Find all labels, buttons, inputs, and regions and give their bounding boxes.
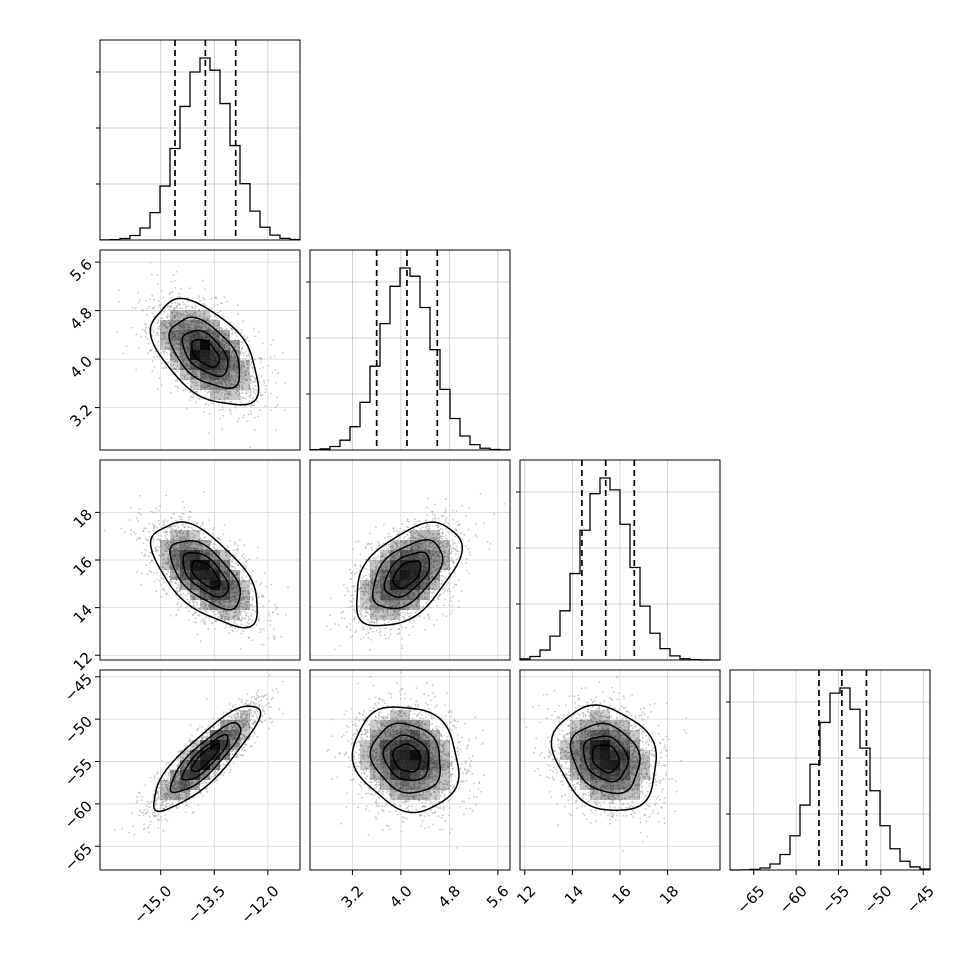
scatter-panel-3-2 (309, 459, 511, 661)
x-tick-label: −15.0 (130, 882, 175, 927)
y-tick-label: 4.8 (66, 304, 96, 334)
contour-level-1 (149, 297, 260, 406)
contour-lines (149, 297, 260, 406)
x-tick-label: 14 (561, 882, 587, 908)
contour-level-4 (191, 559, 221, 589)
contour-lines (149, 521, 258, 629)
contour-level-3 (383, 551, 431, 598)
y-tick-label: 5.6 (66, 255, 96, 285)
contour-level-3 (181, 329, 229, 378)
contour-level-2 (169, 540, 242, 611)
y-tick-label: 4.0 (66, 352, 96, 382)
histogram-1 (99, 57, 301, 241)
scatter-panel-3-1 (99, 459, 301, 661)
x-tick-label: 18 (656, 882, 682, 908)
histogram-2 (309, 267, 511, 451)
y-tick-label: 3.2 (66, 401, 96, 431)
panel-frame (519, 459, 721, 661)
panel-frame (99, 39, 301, 241)
x-tick-label: −60 (776, 882, 811, 917)
contour-lines (550, 704, 658, 811)
contour-lines (355, 521, 464, 627)
contour-level-2 (169, 721, 242, 794)
contour-level-1 (149, 521, 258, 629)
contour-lines (351, 706, 460, 814)
x-tick-label: 16 (609, 882, 635, 908)
contour-level-2 (371, 538, 444, 610)
contour-level-1 (550, 704, 658, 811)
contour-level-3 (181, 733, 229, 781)
y-tick-label: 18 (70, 506, 96, 532)
x-tick-label: −50 (860, 882, 895, 917)
density-bins (160, 310, 250, 400)
scatter-panel-4-3 (519, 669, 721, 871)
panel-frame (729, 669, 931, 871)
x-tick-label: −13.5 (184, 882, 229, 927)
x-tick-label: 12 (513, 882, 539, 908)
y-tick-label: 14 (70, 601, 96, 627)
contour-level-2 (369, 722, 441, 794)
histogram-3 (519, 477, 721, 661)
panel-background (100, 40, 300, 240)
contour-level-4 (190, 742, 221, 773)
hist-panel-4 (726, 669, 931, 871)
y-tick-label: 16 (70, 553, 96, 579)
contour-level-3 (182, 552, 230, 598)
x-tick-label: −55 (818, 882, 853, 917)
y-tick-label: −55 (61, 755, 96, 790)
scatter-panel-4-1 (99, 669, 301, 871)
x-tick-label: 3.2 (338, 882, 368, 912)
hist-panel-3 (516, 459, 721, 661)
x-tick-label: 5.6 (483, 882, 513, 912)
y-tick-label: −50 (61, 712, 96, 747)
y-tick-label: −45 (61, 670, 96, 705)
contour-level-4 (392, 560, 422, 590)
x-tick-label: −12.0 (237, 882, 282, 927)
contour-level-2 (569, 722, 641, 795)
contour-level-1 (355, 521, 464, 627)
y-tick-label: −60 (61, 797, 96, 832)
scatter-panel-2-1 (99, 249, 301, 451)
x-tick-label: −65 (733, 882, 768, 917)
histogram-4 (729, 687, 931, 871)
contour-level-4 (591, 744, 621, 774)
panel-frame (99, 249, 301, 451)
contour-level-1 (351, 706, 460, 814)
contour-level-2 (168, 316, 241, 390)
hist-panel-1 (96, 39, 301, 241)
panels (96, 39, 931, 871)
contour-lines (153, 705, 262, 813)
scatter-panel-4-2 (309, 669, 511, 871)
x-tick-label: −45 (903, 882, 938, 917)
contour-level-3 (582, 735, 630, 783)
contour-level-3 (382, 734, 430, 781)
contour-level-4 (190, 338, 221, 368)
hist-panel-2 (306, 249, 511, 451)
panel-background (310, 250, 510, 450)
contour-level-4 (391, 743, 422, 773)
y-tick-label: −65 (61, 840, 96, 875)
x-tick-label: 4.0 (386, 882, 416, 912)
contour-level-1 (153, 705, 262, 813)
panel-frame (309, 459, 511, 661)
panel-frame (309, 249, 511, 451)
panel-frame (309, 669, 511, 871)
density-bins (360, 710, 450, 800)
panel-frame (99, 669, 301, 871)
x-tick-label: 4.8 (435, 882, 465, 912)
